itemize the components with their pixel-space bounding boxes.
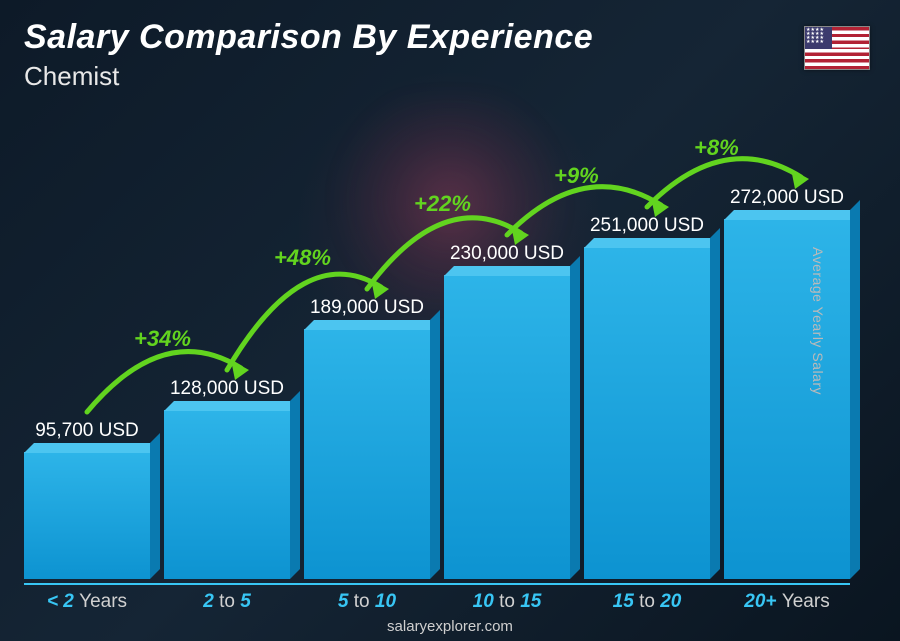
y-axis-label: Average Yearly Salary <box>810 247 826 395</box>
bar <box>584 247 710 579</box>
bar-slot: 272,000 USD <box>724 187 850 579</box>
page-subtitle: Chemist <box>24 61 876 92</box>
x-axis-tick-label: 20+ Years <box>724 585 850 613</box>
bar-slot: 95,700 USD <box>24 420 150 579</box>
page-title: Salary Comparison By Experience <box>24 18 876 57</box>
bar <box>724 219 850 579</box>
x-axis-tick-label: < 2 Years <box>24 585 150 613</box>
x-axis: < 2 Years 2 to 5 5 to 10 10 to 15 15 to 20 20… <box>24 583 850 613</box>
bar-value-label: 189,000 USD <box>310 297 424 319</box>
bar-slot: 230,000 USD <box>444 243 570 579</box>
x-axis-tick-label: 10 to 15 <box>444 585 570 613</box>
bar <box>304 329 430 579</box>
bar-value-label: 95,700 USD <box>35 420 139 442</box>
x-axis-tick-label: 15 to 20 <box>584 585 710 613</box>
salary-bar-chart: 95,700 USD 128,000 USD 189,000 USD 230,0… <box>24 110 850 579</box>
bar-value-label: 272,000 USD <box>730 187 844 209</box>
bar-slot: 251,000 USD <box>584 215 710 579</box>
bar-value-label: 128,000 USD <box>170 378 284 400</box>
header: Salary Comparison By Experience Chemist … <box>24 18 876 92</box>
bar <box>164 410 290 579</box>
bar <box>444 275 570 579</box>
x-axis-tick-label: 5 to 10 <box>304 585 430 613</box>
bar-value-label: 230,000 USD <box>450 243 564 265</box>
us-flag-icon: ★★★★ ★★★★ ★★★★ ★★★★ <box>804 26 870 70</box>
x-axis-tick-label: 2 to 5 <box>164 585 290 613</box>
bar-slot: 189,000 USD <box>304 297 430 579</box>
bar-slot: 128,000 USD <box>164 378 290 579</box>
bar <box>24 452 150 579</box>
footer-attribution: salaryexplorer.com <box>0 618 900 635</box>
bar-value-label: 251,000 USD <box>590 215 704 237</box>
